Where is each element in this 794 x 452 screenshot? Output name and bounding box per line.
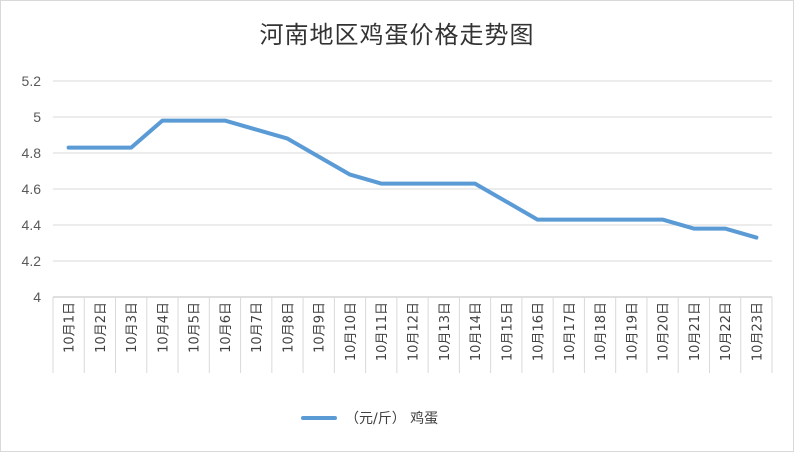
x-tick-label: 10月18日 — [594, 302, 609, 361]
y-tick-label: 4.6 — [22, 181, 42, 197]
legend-label: （元/斤） 鸡蛋 — [345, 411, 439, 427]
x-tick-label: 10月20日 — [657, 302, 672, 361]
y-tick-label: 4 — [33, 289, 41, 305]
y-tick-label: 5 — [33, 109, 41, 125]
series-line — [66, 118, 759, 240]
x-tick-label: 10月16日 — [532, 302, 547, 361]
y-tick-label: 4.4 — [22, 217, 42, 233]
data-point — [723, 227, 727, 231]
x-tick-label: 10月2日 — [94, 302, 109, 353]
chart-title: 河南地区鸡蛋价格走势图 — [259, 21, 535, 49]
data-point — [129, 146, 133, 150]
x-tick-label: 10月13日 — [438, 302, 453, 361]
x-tick-label: 10月12日 — [407, 302, 422, 361]
data-point — [535, 218, 540, 222]
x-tick-label: 10月19日 — [625, 302, 640, 361]
legend-swatch — [301, 416, 337, 420]
x-tick-label: 10月22日 — [719, 302, 734, 361]
x-tick-label: 10月5日 — [188, 302, 203, 353]
y-tick-label: 4.2 — [22, 253, 42, 269]
x-tick-label: 10月10日 — [344, 302, 359, 361]
data-point — [379, 182, 383, 186]
data-point — [598, 218, 602, 222]
y-tick-label: 4.8 — [22, 145, 42, 161]
x-tick-label: 10月23日 — [750, 302, 765, 361]
data-point — [285, 137, 290, 141]
x-tick-label: 10月1日 — [63, 302, 78, 353]
x-tick-label: 10月3日 — [125, 302, 140, 353]
data-point — [473, 182, 477, 186]
x-tick-label: 10月14日 — [469, 302, 484, 361]
x-tick-label: 10月6日 — [219, 302, 234, 353]
data-point — [442, 182, 446, 186]
data-point — [660, 218, 665, 222]
data-point — [317, 155, 321, 159]
x-tick-label: 10月4日 — [156, 302, 171, 353]
data-point — [192, 119, 196, 123]
x-tick-label: 10月7日 — [250, 302, 265, 353]
data-point — [692, 227, 696, 231]
x-tick-label: 10月11日 — [375, 302, 390, 361]
data-point — [160, 119, 165, 123]
x-tick-label: 10月21日 — [688, 302, 703, 361]
data-point — [67, 146, 71, 150]
data-point — [348, 173, 352, 177]
data-point — [567, 218, 571, 222]
x-tick-label: 10月15日 — [500, 302, 515, 361]
data-point — [629, 218, 633, 222]
x-tick-label: 10月9日 — [313, 302, 328, 353]
data-point — [98, 146, 102, 150]
data-point — [410, 182, 415, 186]
x-tick-label: 10月17日 — [563, 302, 578, 361]
x-tick-label: 10月8日 — [281, 302, 296, 353]
y-tick-label: 5.2 — [22, 73, 42, 89]
data-point — [754, 236, 758, 240]
legend: （元/斤） 鸡蛋 — [301, 407, 438, 429]
data-point — [504, 200, 508, 204]
data-point — [223, 119, 227, 123]
data-point — [254, 128, 258, 132]
